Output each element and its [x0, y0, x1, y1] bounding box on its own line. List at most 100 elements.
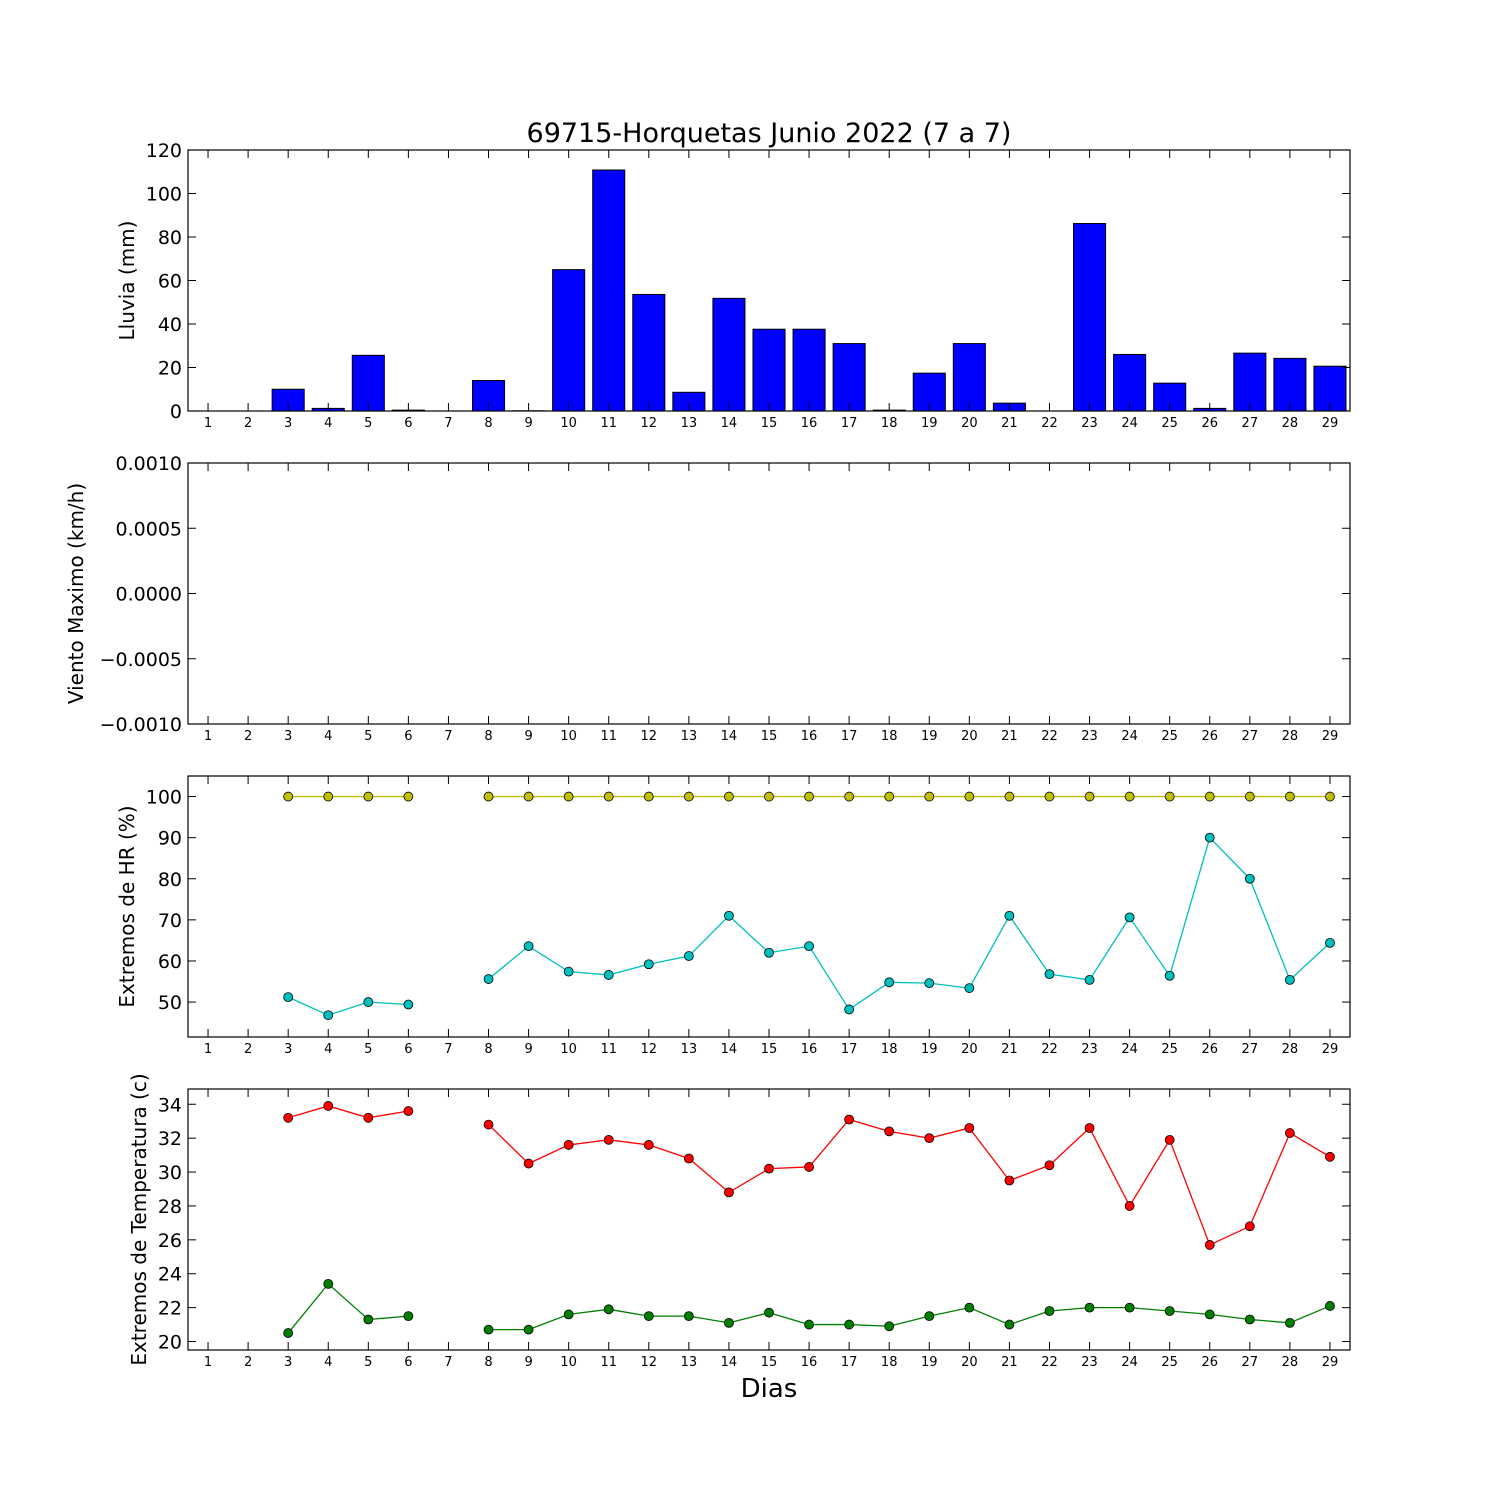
data-point — [403, 791, 414, 802]
x-tick-label: 10 — [560, 1042, 577, 1057]
data-point — [1244, 1221, 1255, 1232]
x-tick-label: 19 — [921, 416, 938, 431]
series-line — [287, 1282, 409, 1334]
x-tick-label: 2 — [244, 1042, 252, 1057]
data-point — [643, 791, 654, 802]
data-point — [603, 791, 614, 802]
x-tick-label: 7 — [444, 1042, 452, 1057]
x-tick-label: 26 — [1201, 729, 1218, 744]
x-tick-label: 28 — [1282, 729, 1299, 744]
data-point — [1325, 937, 1335, 948]
y-tick-label: 24 — [158, 1264, 182, 1286]
data-point — [1164, 1134, 1175, 1145]
x-tick-label: 1 — [204, 1042, 212, 1057]
data-point — [363, 1314, 374, 1325]
data-point — [1084, 1123, 1095, 1133]
x-tick-label: 7 — [444, 1355, 452, 1370]
y-tick-label: −0.0005 — [100, 649, 182, 671]
data-point — [283, 1328, 294, 1338]
plot-frame — [187, 775, 1351, 1038]
x-tick-label: 14 — [721, 729, 738, 744]
x-tick-label: 27 — [1242, 1042, 1259, 1057]
data-point — [483, 791, 494, 802]
data-point — [724, 1317, 734, 1328]
data-point — [1244, 791, 1255, 802]
data-point — [924, 1133, 935, 1144]
x-tick-label: 10 — [560, 416, 577, 431]
data-point — [1084, 974, 1095, 985]
x-tick-label: 5 — [364, 416, 372, 431]
x-tick-label: 25 — [1161, 729, 1178, 744]
x-tick-label: 11 — [600, 729, 617, 744]
x-tick-label: 23 — [1081, 416, 1098, 431]
data-point — [764, 1163, 774, 1174]
data-point — [1004, 910, 1015, 921]
x-tick-label: 13 — [681, 1355, 698, 1370]
data-point — [563, 1140, 574, 1150]
x-tick-label: 20 — [961, 416, 978, 431]
data-point — [1285, 791, 1295, 802]
data-point — [643, 1140, 654, 1150]
data-point — [323, 791, 334, 802]
x-axis-label: Dias — [741, 1374, 798, 1404]
data-point — [323, 1101, 334, 1111]
x-tick-label: 18 — [881, 729, 898, 744]
x-tick-label: 21 — [1001, 1355, 1018, 1370]
data-point — [1124, 1201, 1135, 1211]
data-point — [1044, 1306, 1055, 1316]
data-point — [1164, 1306, 1175, 1316]
x-tick-label: 8 — [484, 1042, 492, 1057]
x-tick-label: 9 — [524, 1355, 532, 1370]
data-point — [1204, 791, 1215, 802]
x-tick-label: 28 — [1282, 416, 1299, 431]
data-point — [483, 974, 494, 984]
x-tick-label: 18 — [881, 1355, 898, 1370]
data-point — [1084, 1302, 1095, 1313]
y-tick-label: 26 — [158, 1230, 182, 1252]
x-tick-label: 22 — [1041, 1042, 1058, 1057]
x-tick-label: 6 — [404, 729, 412, 744]
x-tick-label: 8 — [484, 1355, 492, 1370]
chart-title: 69715-Horquetas Junio 2022 (7 a 7) — [527, 118, 1012, 149]
data-point — [283, 791, 294, 802]
x-tick-label: 8 — [484, 416, 492, 431]
data-point — [1285, 1128, 1295, 1138]
x-tick-label: 24 — [1121, 1355, 1138, 1370]
x-tick-label: 12 — [641, 416, 658, 431]
data-point — [523, 941, 534, 952]
x-tick-label: 25 — [1161, 416, 1178, 431]
x-tick-label: 6 — [404, 1042, 412, 1057]
x-tick-label: 14 — [721, 416, 738, 431]
bar — [712, 297, 746, 412]
x-tick-label: 18 — [881, 1042, 898, 1057]
x-tick-label: 9 — [524, 416, 532, 431]
data-point — [1124, 912, 1135, 923]
data-point — [1244, 873, 1255, 884]
x-tick-label: 7 — [444, 416, 452, 431]
data-point — [1044, 1160, 1055, 1171]
y-tick-label: 20 — [158, 358, 182, 380]
data-point — [1164, 791, 1175, 802]
x-tick-label: 5 — [364, 1042, 372, 1057]
y-tick-label: 100 — [146, 184, 182, 206]
x-tick-label: 4 — [324, 729, 332, 744]
data-point — [884, 791, 895, 802]
x-tick-label: 15 — [761, 416, 778, 431]
y-tick-label: 70 — [158, 910, 182, 932]
data-point — [764, 791, 774, 802]
x-tick-label: 29 — [1322, 416, 1339, 431]
x-tick-label: 1 — [204, 416, 212, 431]
series-line — [287, 1105, 409, 1119]
data-point — [964, 983, 975, 993]
data-point — [523, 1324, 534, 1335]
data-point — [1084, 791, 1095, 802]
x-tick-label: 23 — [1081, 1355, 1098, 1370]
data-point — [523, 791, 534, 802]
bar — [1073, 223, 1107, 412]
y-tick-label: −0.0010 — [100, 714, 182, 736]
data-point — [964, 1302, 975, 1313]
x-tick-label: 17 — [841, 1042, 858, 1057]
x-tick-label: 29 — [1322, 1355, 1339, 1370]
